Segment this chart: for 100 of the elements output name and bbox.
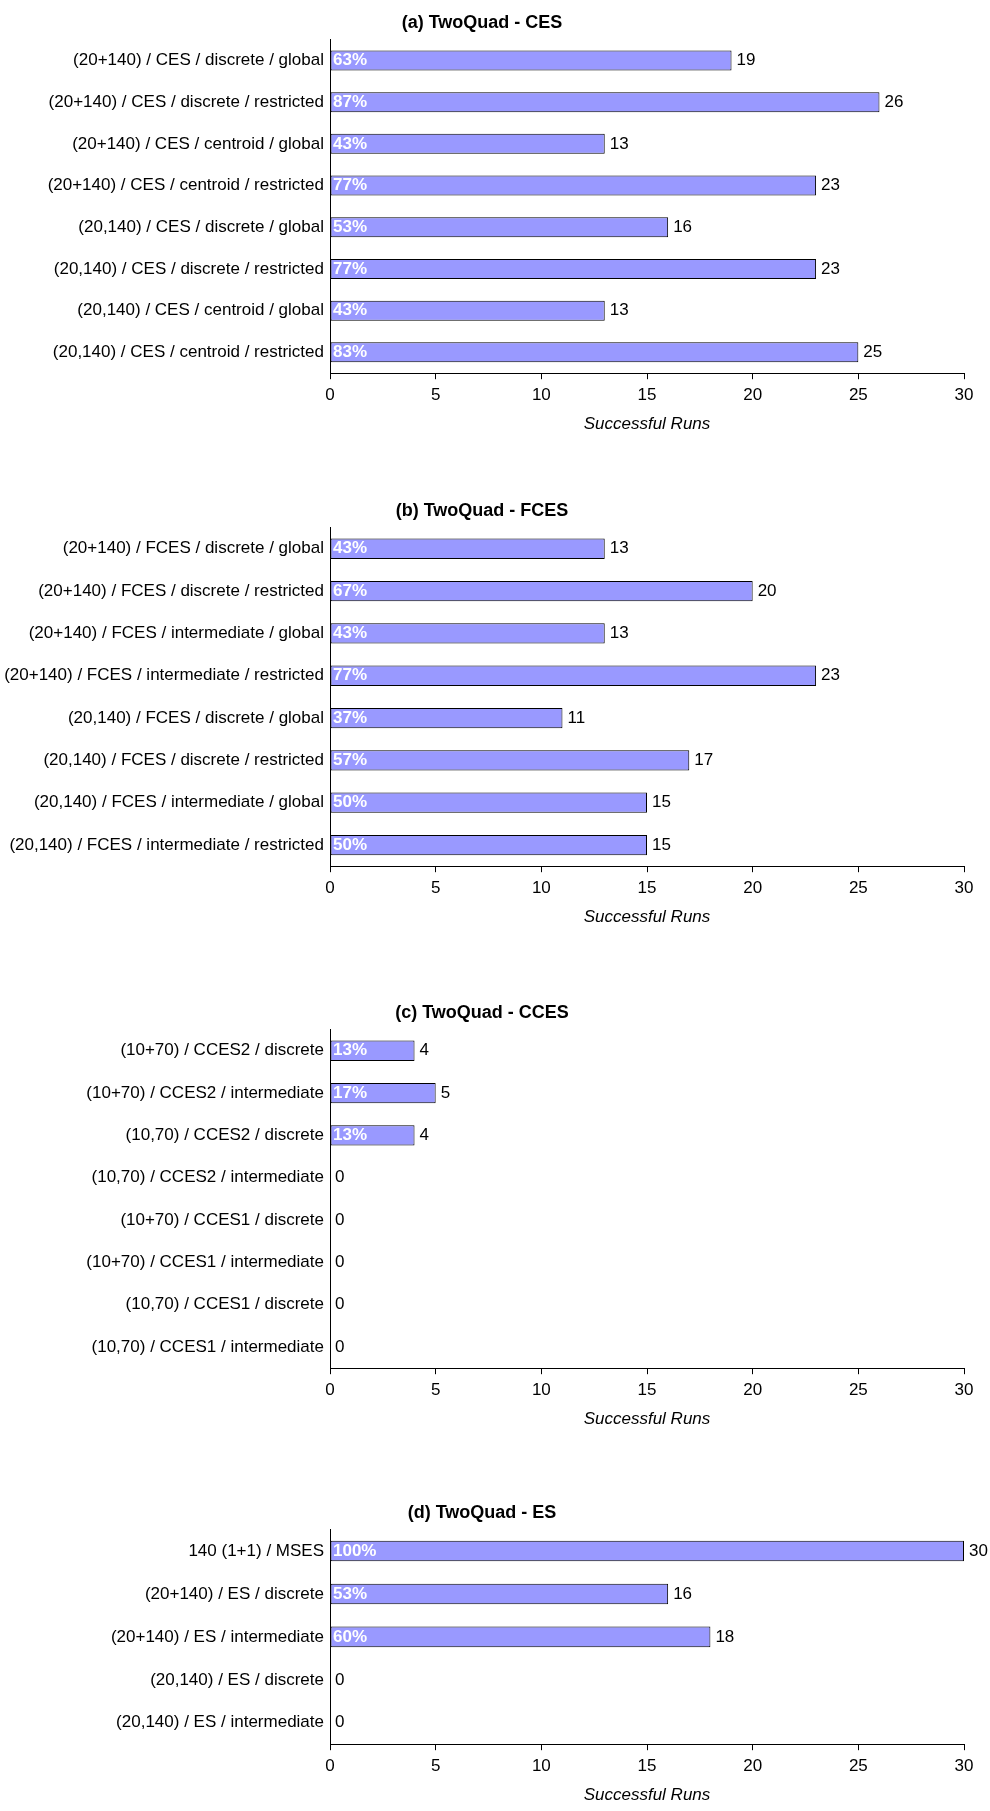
data-label: 0 <box>335 1712 345 1732</box>
annotation: 17% <box>333 1082 368 1102</box>
y-tick-label: (20,140) / ES / discrete <box>150 1669 324 1689</box>
y-tick-label: (20+140) / FCES / discrete / global <box>62 538 324 558</box>
x-tick-label: 25 <box>848 1380 868 1400</box>
x-tick-label: 5 <box>430 878 441 898</box>
y-tick-label: (20,140) / CES / discrete / global <box>78 216 324 236</box>
data-label: 25 <box>863 342 883 362</box>
data-label: 20 <box>757 580 777 600</box>
x-tick-label: 30 <box>954 385 974 405</box>
annotation: 83% <box>333 342 368 362</box>
annotation: 50% <box>333 792 368 812</box>
annotation: 63% <box>333 50 368 70</box>
data-label: 18 <box>715 1626 735 1646</box>
y-tick-label: (20,140) / CES / centroid / global <box>77 300 324 320</box>
x-tick-label: 25 <box>848 1756 868 1776</box>
chart-title: (c) TwoQuad - CCES <box>395 1001 569 1022</box>
y-tick-label: (20,140) / FCES / intermediate / global <box>33 792 324 812</box>
chart-title: (b) TwoQuad - FCES <box>395 499 569 520</box>
annotation: 13% <box>333 1040 368 1060</box>
y-tick-label: (10+70) / CCES2 / discrete <box>120 1040 324 1060</box>
x-tick-label: 0 <box>325 1380 335 1400</box>
x-tick-label: 5 <box>430 1380 441 1400</box>
annotation: 43% <box>333 538 368 558</box>
x-tick-label: 15 <box>637 1380 657 1400</box>
y-tick-label: 140 (1+1) / MSES <box>188 1540 324 1560</box>
x-axis-title: Successful Runs <box>583 1784 711 1804</box>
y-tick-label: (10+70) / CCES2 / intermediate <box>86 1082 324 1102</box>
x-axis-title: Successful Runs <box>583 906 711 926</box>
chart-title: (d) TwoQuad - ES <box>407 1501 557 1522</box>
data-label: 30 <box>969 1540 988 1560</box>
x-tick-label: 20 <box>743 385 763 405</box>
annotation: 43% <box>333 623 368 643</box>
chart-title: (a) TwoQuad - CES <box>401 11 563 32</box>
x-tick-label: 5 <box>430 1756 441 1776</box>
y-tick-label: (10,70) / CCES2 / discrete <box>125 1125 324 1145</box>
annotation: 43% <box>333 133 368 153</box>
annotation: 53% <box>333 1583 368 1603</box>
x-axis-title: Successful Runs <box>583 1408 711 1428</box>
x-tick-label: 20 <box>743 878 763 898</box>
data-label: 13 <box>609 300 629 320</box>
x-tick-label: 0 <box>325 878 335 898</box>
annotation: 13% <box>333 1125 368 1145</box>
data-label: 0 <box>335 1336 345 1356</box>
y-tick-label: (20,140) / FCES / intermediate / restricted <box>9 834 324 854</box>
y-tick-label: (20+140) / CES / discrete / global <box>73 50 324 70</box>
y-tick-label: (20,140) / FCES / discrete / global <box>67 707 324 727</box>
data-label: 4 <box>419 1125 429 1145</box>
annotation: 53% <box>333 216 368 236</box>
data-label: 13 <box>609 623 629 643</box>
x-tick-label: 20 <box>743 1380 763 1400</box>
y-tick-label: (20+140) / CES / centroid / restricted <box>47 175 324 195</box>
data-label: 11 <box>567 707 586 727</box>
data-label: 0 <box>335 1669 345 1689</box>
x-tick-label: 10 <box>531 385 551 405</box>
annotation: 37% <box>333 707 368 727</box>
annotation: 57% <box>333 750 368 770</box>
x-tick-label: 30 <box>954 1380 974 1400</box>
data-label: 13 <box>609 133 629 153</box>
data-label: 23 <box>821 665 840 685</box>
y-tick-label: (20+140) / ES / discrete <box>144 1583 324 1603</box>
data-label: 0 <box>335 1167 345 1187</box>
data-label: 15 <box>652 834 671 854</box>
y-tick-label: (10,70) / CCES1 / discrete <box>125 1294 324 1314</box>
y-tick-label: (20+140) / FCES / discrete / restricted <box>38 580 324 600</box>
annotation: 100% <box>333 1540 377 1560</box>
x-tick-label: 10 <box>531 1380 551 1400</box>
annotation: 77% <box>333 258 368 278</box>
x-tick-label: 0 <box>325 385 335 405</box>
data-label: 16 <box>673 1583 693 1603</box>
x-tick-label: 15 <box>637 385 657 405</box>
annotation: 77% <box>333 175 368 195</box>
x-tick-label: 10 <box>531 878 551 898</box>
y-tick-label: (10+70) / CCES1 / intermediate <box>86 1252 324 1272</box>
data-label: 4 <box>419 1040 429 1060</box>
y-tick-label: (20+140) / FCES / intermediate / restricted <box>4 665 324 685</box>
x-tick-label: 0 <box>325 1756 335 1776</box>
x-tick-label: 25 <box>848 878 868 898</box>
annotation: 77% <box>333 665 368 685</box>
data-label: 23 <box>821 258 840 278</box>
y-tick-label: (10+70) / CCES1 / discrete <box>120 1209 324 1229</box>
x-tick-label: 30 <box>954 878 974 898</box>
data-label: 19 <box>736 50 756 70</box>
y-tick-label: (20,140) / CES / centroid / restricted <box>52 342 324 362</box>
y-tick-label: (20+140) / ES / intermediate <box>110 1626 324 1646</box>
y-tick-label: (20,140) / FCES / discrete / restricted <box>43 750 324 770</box>
data-label: 15 <box>652 792 671 812</box>
y-tick-label: (20+140) / CES / discrete / restricted <box>48 91 324 111</box>
data-label: 16 <box>673 216 693 236</box>
annotation: 43% <box>333 300 368 320</box>
data-label: 0 <box>335 1209 345 1229</box>
x-tick-label: 5 <box>430 385 441 405</box>
annotation: 67% <box>333 580 368 600</box>
x-tick-label: 25 <box>848 385 868 405</box>
y-tick-label: (20+140) / FCES / intermediate / global <box>28 623 324 643</box>
x-tick-label: 15 <box>637 878 657 898</box>
annotation: 87% <box>333 91 368 111</box>
y-tick-label: (20,140) / ES / intermediate <box>116 1712 324 1732</box>
x-tick-label: 30 <box>954 1756 974 1776</box>
annotation: 60% <box>333 1626 368 1646</box>
